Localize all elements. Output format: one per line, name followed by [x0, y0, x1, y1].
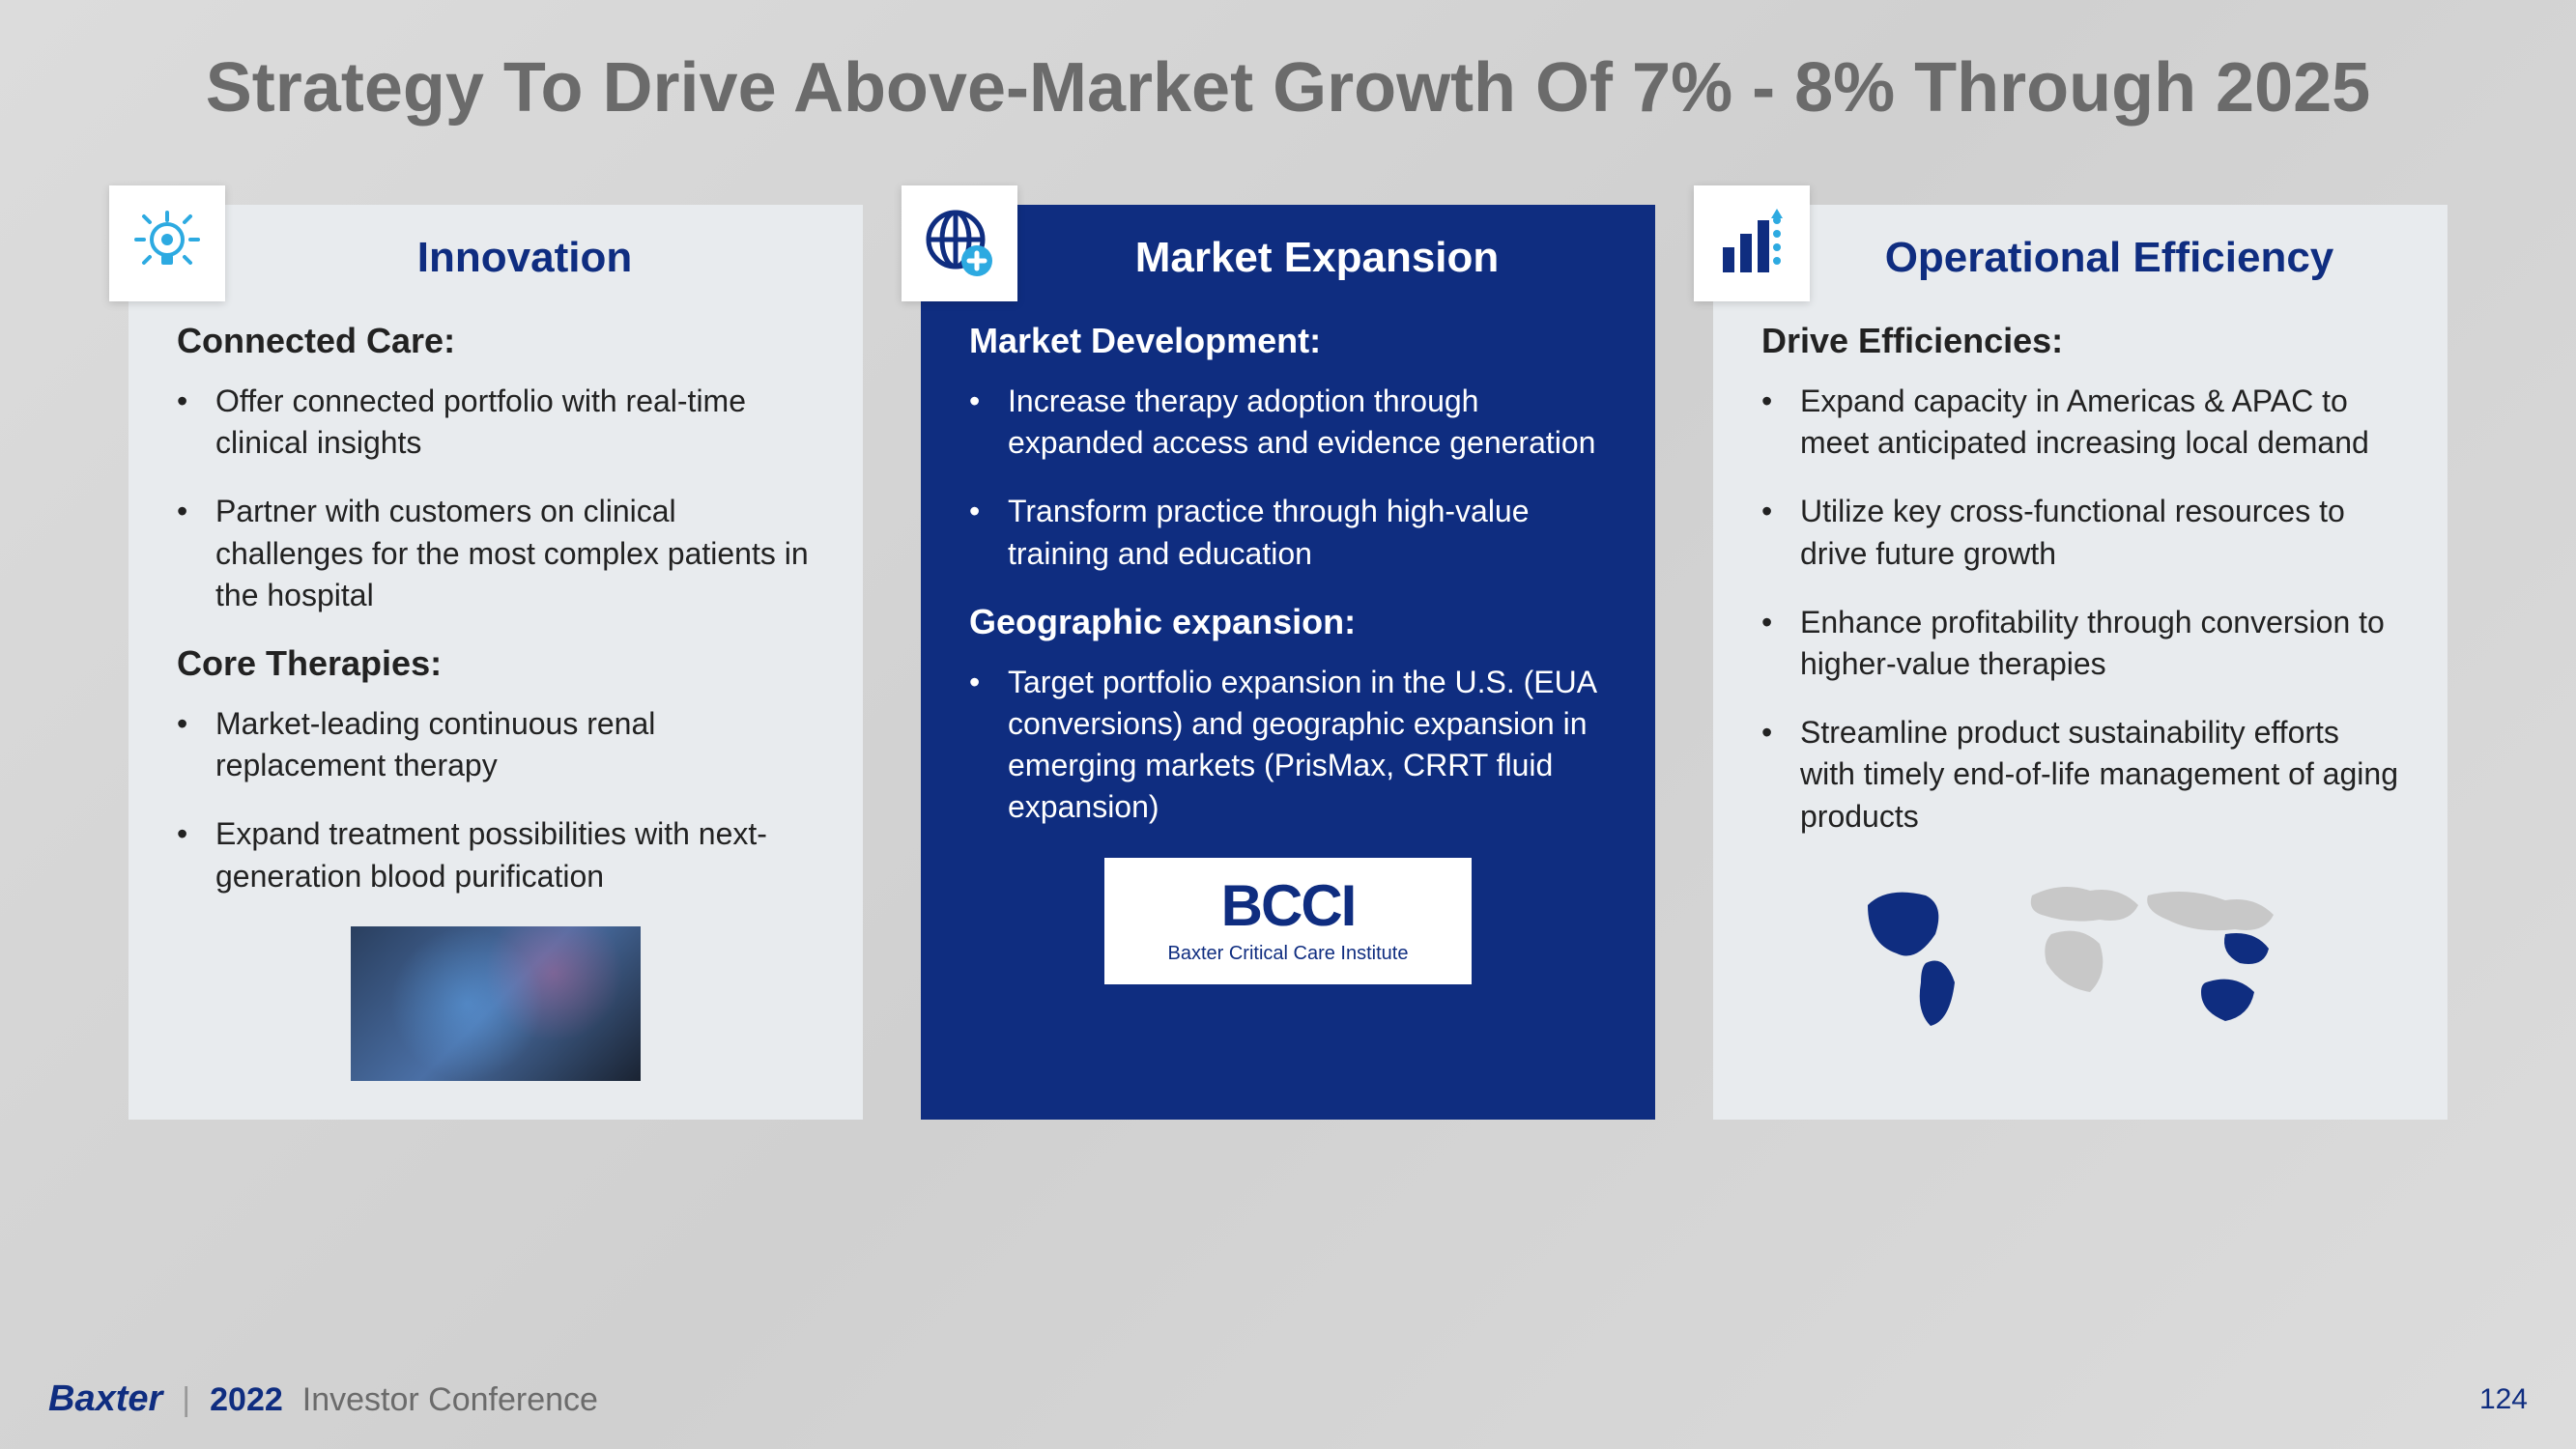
- bottom-image: [177, 926, 815, 1081]
- column-operational-efficiency: Operational Efficiency Drive Efficiencie…: [1713, 205, 2447, 1120]
- bullet-list: Offer connected portfolio with real-time…: [177, 381, 815, 616]
- list-item: Offer connected portfolio with real-time…: [215, 381, 815, 464]
- lightbulb-icon: [109, 185, 225, 301]
- column-title: Market Expansion: [969, 234, 1607, 282]
- bullet-list: Market-leading continuous renal replacem…: [177, 703, 815, 897]
- bcci-logo: BCCI Baxter Critical Care Institute: [1104, 858, 1472, 984]
- list-item: Increase therapy adoption through expand…: [1008, 381, 1607, 464]
- list-item: Enhance profitability through conversion…: [1800, 602, 2399, 685]
- page-number: 124: [2479, 1383, 2528, 1416]
- bullet-list: Increase therapy adoption through expand…: [969, 381, 1607, 575]
- list-item: Streamline product sustainability effort…: [1800, 712, 2399, 838]
- barchart-icon: [1694, 185, 1810, 301]
- list-item: Partner with customers on clinical chall…: [215, 491, 815, 616]
- tech-image-placeholder: [351, 926, 641, 1081]
- conference-name: Investor Conference: [302, 1381, 598, 1419]
- section-heading: Drive Efficiencies:: [1761, 321, 2399, 361]
- brand-logo: Baxter: [48, 1378, 162, 1420]
- column-title: Innovation: [177, 234, 815, 282]
- bullet-list: Expand capacity in Americas & APAC to me…: [1761, 381, 2399, 838]
- conference-year: 2022: [210, 1381, 283, 1419]
- list-item: Expand treatment possibilities with next…: [215, 813, 815, 896]
- footer: Baxter | 2022 Investor Conference 124: [48, 1378, 2528, 1420]
- bcci-logo-text: BCCI: [1143, 877, 1433, 935]
- list-item: Expand capacity in Americas & APAC to me…: [1800, 381, 2399, 464]
- section-heading: Market Development:: [969, 321, 1607, 361]
- column-innovation: Innovation Connected Care: Offer connect…: [129, 205, 863, 1120]
- list-item: Market-leading continuous renal replacem…: [215, 703, 815, 786]
- bottom-image: BCCI Baxter Critical Care Institute: [969, 858, 1607, 984]
- bcci-logo-subtext: Baxter Critical Care Institute: [1143, 943, 1433, 965]
- columns-container: Innovation Connected Care: Offer connect…: [0, 205, 2576, 1120]
- section-heading: Geographic expansion:: [969, 602, 1607, 642]
- slide-title: Strategy To Drive Above-Market Growth Of…: [0, 0, 2576, 128]
- footer-left: Baxter | 2022 Investor Conference: [48, 1378, 598, 1420]
- world-map-icon: [1839, 867, 2322, 1040]
- footer-divider: |: [182, 1381, 190, 1419]
- list-item: Transform practice through high-value tr…: [1008, 491, 1607, 574]
- list-item: Utilize key cross-functional resources t…: [1800, 491, 2399, 574]
- bottom-image: [1761, 867, 2399, 1040]
- globe-icon: [902, 185, 1017, 301]
- section-heading: Core Therapies:: [177, 643, 815, 684]
- column-title: Operational Efficiency: [1761, 234, 2399, 282]
- list-item: Target portfolio expansion in the U.S. (…: [1008, 662, 1607, 829]
- section-heading: Connected Care:: [177, 321, 815, 361]
- column-market-expansion: Market Expansion Market Development: Inc…: [921, 205, 1655, 1120]
- bullet-list: Target portfolio expansion in the U.S. (…: [969, 662, 1607, 829]
